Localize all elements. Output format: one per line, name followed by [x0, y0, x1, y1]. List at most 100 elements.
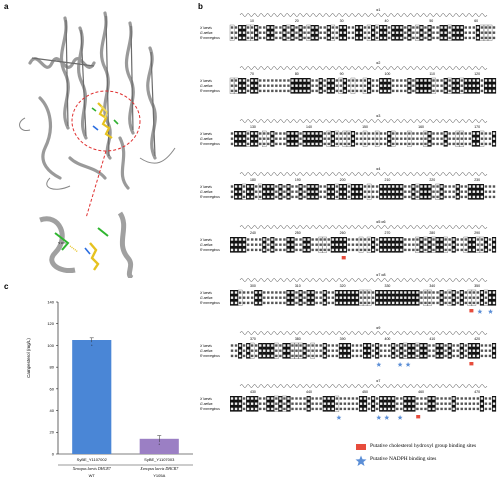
residue-glyph	[339, 79, 343, 82]
residue-glyph	[343, 402, 347, 405]
residue-glyph	[254, 132, 258, 135]
residue-glyph	[371, 248, 375, 252]
residue-glyph	[488, 397, 492, 400]
residue-glyph	[311, 349, 314, 352]
residue-glyph	[234, 185, 238, 188]
residue-glyph	[452, 31, 455, 34]
residue-glyph	[271, 344, 274, 347]
residue-glyph	[492, 89, 496, 93]
residue-glyph	[351, 79, 355, 82]
residue-glyph	[319, 354, 322, 358]
residue-glyph	[339, 190, 343, 193]
residue-glyph	[392, 397, 395, 400]
residue-glyph	[436, 301, 439, 305]
residue-glyph	[331, 407, 334, 411]
residue-glyph	[412, 291, 415, 294]
residue-glyph	[404, 407, 407, 411]
residue-glyph	[283, 301, 286, 305]
residue-glyph	[242, 407, 246, 411]
residue-glyph	[396, 402, 399, 405]
residue-glyph	[291, 142, 294, 146]
residue-glyph	[404, 243, 407, 246]
residue-glyph	[315, 344, 318, 347]
residue-glyph	[242, 354, 246, 358]
residue-glyph	[375, 31, 379, 34]
residue-glyph	[263, 354, 266, 358]
similar-column	[431, 77, 436, 94]
residue-glyph	[311, 190, 314, 193]
residue-glyph	[432, 291, 435, 294]
residue-glyph	[311, 248, 314, 252]
residue-glyph	[452, 89, 455, 93]
panel-label-a: a	[4, 2, 9, 11]
residue-glyph	[440, 26, 443, 29]
residue-glyph	[295, 142, 298, 146]
residue-glyph	[412, 137, 415, 140]
residue-glyph	[355, 291, 359, 294]
x-sublabel: Xenopus laevis DHCR7	[139, 466, 179, 471]
residue-glyph	[295, 31, 298, 34]
residue-glyph	[375, 89, 379, 93]
residue-glyph	[295, 195, 298, 199]
residue-glyph	[488, 84, 492, 87]
residue-glyph	[387, 190, 391, 193]
residue-glyph	[460, 132, 463, 135]
residue-glyph	[424, 26, 427, 29]
similar-column	[366, 183, 372, 200]
residue-glyph	[371, 31, 375, 34]
nadph-site-marker	[376, 362, 382, 367]
residue-glyph	[440, 407, 443, 411]
residue-glyph	[408, 349, 411, 352]
residue-glyph	[456, 397, 459, 400]
residue-glyph	[484, 407, 488, 411]
residue-glyph	[343, 354, 347, 358]
residue-glyph	[351, 354, 355, 358]
residue-glyph	[238, 301, 242, 305]
helix-coil	[239, 331, 488, 335]
residue-glyph	[387, 296, 391, 299]
residue-glyph	[456, 142, 459, 146]
residue-glyph	[379, 142, 383, 146]
species-name: R norvegicus	[200, 195, 220, 199]
residue-glyph	[275, 26, 278, 29]
residue-glyph	[254, 243, 258, 246]
residue-glyph	[275, 397, 278, 400]
residue-glyph	[359, 402, 363, 405]
residue-glyph	[416, 397, 419, 400]
residue-glyph	[468, 31, 472, 34]
residue-glyph	[488, 243, 492, 246]
residue-glyph	[363, 397, 367, 400]
residue-glyph	[400, 291, 403, 294]
residue-glyph	[323, 344, 326, 347]
residue-glyph	[420, 248, 423, 252]
residue-glyph	[412, 142, 415, 146]
residue-glyph	[363, 407, 367, 411]
residue-glyph	[371, 36, 375, 40]
residue-glyph	[343, 397, 347, 400]
residue-glyph	[327, 301, 330, 305]
residue-glyph	[452, 137, 455, 140]
residue-glyph	[311, 142, 314, 146]
residue-glyph	[343, 195, 347, 199]
residue-glyph	[259, 31, 262, 34]
residue-glyph	[242, 26, 246, 29]
residue-glyph	[412, 185, 415, 188]
residue-glyph	[424, 84, 427, 87]
residue-glyph	[327, 407, 330, 411]
residue-glyph	[291, 344, 294, 347]
residue-glyph	[319, 344, 322, 347]
residue-glyph	[291, 89, 294, 93]
residue-glyph	[279, 248, 282, 252]
residue-glyph	[383, 142, 387, 146]
residue-glyph	[287, 79, 290, 82]
residue-glyph	[311, 36, 314, 40]
x-variant-label: Y105A	[153, 473, 165, 478]
residue-glyph	[279, 195, 282, 199]
ruler-number: 390	[340, 337, 346, 341]
residue-glyph	[303, 132, 306, 135]
residue-glyph	[460, 407, 463, 411]
residue-glyph	[476, 185, 480, 188]
residue-glyph	[396, 84, 399, 87]
residue-glyph	[351, 26, 355, 29]
residue-glyph	[408, 89, 411, 93]
